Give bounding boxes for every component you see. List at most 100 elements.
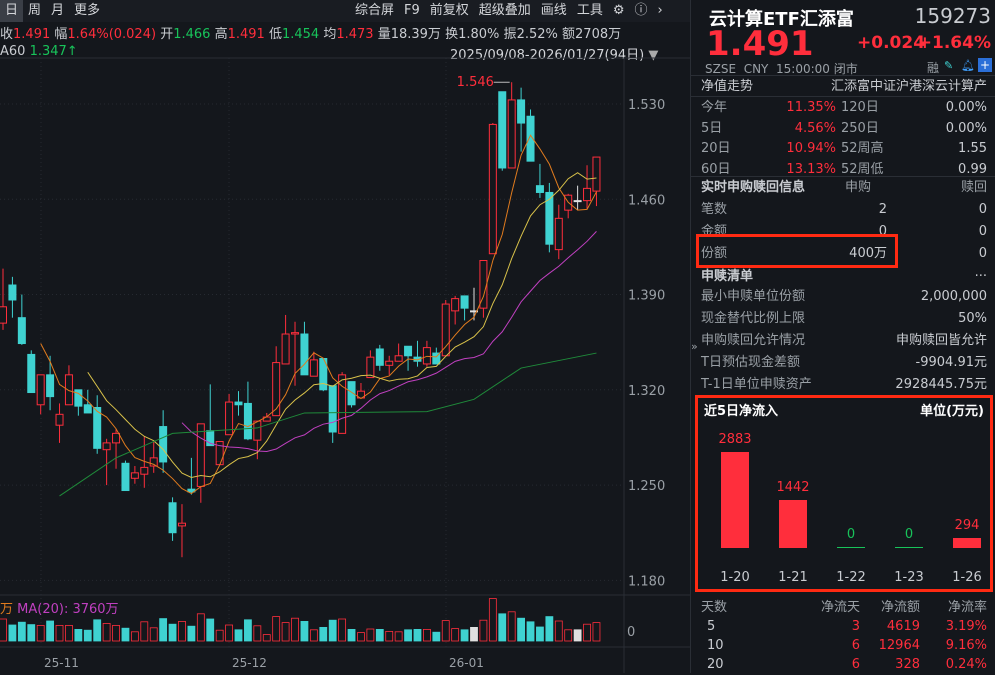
- amplitude-value: 2.52%: [516, 27, 558, 42]
- volume-bar: [244, 619, 252, 642]
- candle-body: [177, 522, 186, 527]
- flow-cell: 328: [895, 657, 920, 672]
- volume-axis-zero: 0: [627, 625, 636, 640]
- nav-row: 5日 4.56% 250日 0.00%: [701, 119, 987, 139]
- realtime-redeem: 0: [978, 202, 987, 217]
- gear-icon[interactable]: ⚙: [612, 3, 625, 18]
- volume-bar: [404, 629, 412, 642]
- nav-title[interactable]: 净值走势: [701, 79, 754, 94]
- nav-period-label: 60日: [701, 161, 731, 177]
- flow-header-cell: 天数: [701, 600, 728, 615]
- volume-bar: [309, 629, 318, 642]
- pencil-icon[interactable]: ✎: [944, 59, 954, 72]
- volume-bar: [83, 629, 92, 642]
- period-more-tab[interactable]: 更多: [74, 3, 101, 18]
- triangle-down-icon[interactable]: ▼: [648, 48, 659, 63]
- candle-body: [385, 360, 394, 366]
- flow-table-header: 天数 净流天 净流额 净流率: [701, 598, 987, 618]
- tools-button[interactable]: 工具: [576, 3, 603, 18]
- amplitude-label: 振: [503, 27, 517, 42]
- kline-chart[interactable]: 日周月更多 综合屏 F9 前复权 超级叠加 画线 工具 ⚙ ⓘ › 收1.491 幅1.64%(…: [0, 0, 690, 673]
- nav-row: 60日 13.13% 52周低 0.99: [701, 160, 987, 180]
- nav-period-label: 52周高: [841, 141, 884, 156]
- inflow-date-label: 1-23: [894, 570, 924, 585]
- chevron-right-icon[interactable]: ›: [657, 3, 663, 18]
- nav-row: 今年 11.35% 120日 0.00%: [701, 98, 987, 118]
- list-row: 最小申赎单位份额 2,000,000: [701, 287, 987, 307]
- draw-line-button[interactable]: 画线: [540, 3, 567, 18]
- list-row: 申购赎回允许情况 申购赎回皆允许: [701, 331, 987, 351]
- flow-cell: 12964: [878, 638, 920, 653]
- candle-body: [460, 295, 469, 309]
- ma5-line: [40, 134, 597, 495]
- inflow-value-label: 2883: [718, 432, 752, 447]
- candle-body: [234, 401, 243, 406]
- kline-svg: 1.530 1.460 1.390 1.320 1.250 1.180 25-11 25-12…: [0, 57, 690, 673]
- volume-bar: [178, 621, 186, 642]
- flow-cell: 4619: [886, 619, 920, 634]
- amount-label: 额: [562, 27, 576, 42]
- period-day-tab[interactable]: 日: [0, 0, 24, 22]
- high-value: 1.491: [227, 27, 265, 42]
- list-title: 申赎清单: [701, 269, 754, 284]
- volume-bar: [215, 629, 224, 642]
- price-change-pct: +1.64%: [917, 33, 991, 53]
- price-tick: 1.180: [628, 574, 665, 589]
- expand-icon[interactable]: »: [691, 340, 698, 353]
- index-name: 汇添富中证沪港深云计算产: [830, 79, 987, 94]
- candle-body: [74, 389, 83, 407]
- f9-button[interactable]: F9: [404, 3, 420, 18]
- candle-body: [17, 317, 26, 345]
- inflow-value-label: 0: [904, 527, 914, 542]
- period-month-tab[interactable]: 月: [51, 3, 65, 18]
- inflow-title: 近5日净流入: [704, 404, 779, 419]
- volume-bar: [253, 625, 262, 642]
- volume-bar: [573, 629, 582, 642]
- overlay-button[interactable]: 超级叠加: [478, 3, 531, 18]
- volume-bar: [281, 622, 290, 642]
- price-change: +0.024: [857, 33, 926, 53]
- period-week-tab[interactable]: 周: [28, 3, 42, 18]
- flow-header-cell: 净流率: [947, 600, 987, 615]
- bell-icon[interactable]: 🔔︎: [961, 59, 975, 72]
- volume-bar: [140, 621, 149, 642]
- volume-bar: [357, 632, 365, 642]
- candle-body: [243, 402, 252, 440]
- more-button[interactable]: ···: [974, 269, 987, 284]
- nav-period-label: 今年: [701, 100, 728, 115]
- low-value: 1.454: [281, 27, 320, 42]
- flow-header-cell: 净流额: [880, 600, 920, 615]
- realtime-redeem: 0: [978, 224, 987, 239]
- add-icon[interactable]: +: [978, 58, 992, 72]
- volume-bar: [413, 629, 422, 642]
- candle-body: [36, 374, 45, 406]
- date-range[interactable]: 2025/09/08-2026/01/27(94日) ▼: [450, 44, 658, 63]
- volume-bar: [17, 621, 26, 642]
- volume-bar: [328, 619, 337, 642]
- nav-period-label: 120日: [841, 100, 879, 115]
- candle-body: [281, 333, 290, 365]
- volume-bar: [272, 616, 281, 642]
- candle-body: [441, 303, 450, 357]
- forward-adjust-button[interactable]: 前复权: [429, 3, 469, 18]
- flow-cell: 6: [851, 638, 860, 653]
- candle-body: [130, 472, 139, 479]
- date-tick: 26-01: [449, 656, 484, 670]
- candle-body: [93, 407, 102, 449]
- candle-body: [159, 426, 168, 463]
- volume-bar: [121, 627, 130, 642]
- flow-cell: 9.16%: [945, 638, 987, 653]
- composite-screen-button[interactable]: 综合屏: [355, 3, 395, 18]
- help-icon[interactable]: ⓘ: [634, 3, 648, 18]
- price-tick: 1.250: [628, 479, 665, 494]
- currency: CNY: [743, 62, 769, 76]
- volume-bar: [65, 625, 73, 642]
- quote-bar: 收1.491 幅1.64%(0.024) 开1.466 高1.491 低1.45…: [0, 23, 621, 42]
- avg-label: 均: [323, 27, 337, 42]
- inflow-date-label: 1-22: [836, 570, 866, 585]
- volume-ma-label: 万 MA(20): 3760万: [0, 602, 119, 617]
- candle-body: [27, 353, 36, 394]
- quote-time: 15:00:00: [776, 62, 830, 76]
- nav-period-value: 0.99: [958, 161, 987, 177]
- candle-body: [140, 466, 149, 475]
